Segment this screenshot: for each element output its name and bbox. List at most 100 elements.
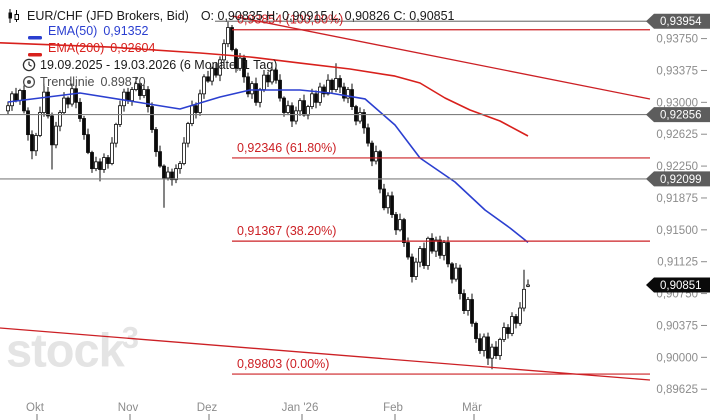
candle-body — [210, 67, 214, 82]
candle-body — [14, 93, 18, 102]
candle-body — [426, 237, 430, 266]
candle-body — [326, 79, 330, 95]
candle-body — [382, 188, 386, 209]
legend-item-trendline[interactable]: Trendlinie 0.89870 — [22, 75, 146, 89]
plot-area — [0, 21, 530, 370]
candle-body — [206, 76, 210, 82]
level-price-badge: 0,92856 — [646, 107, 710, 123]
trendline[interactable] — [0, 327, 651, 381]
candle-body — [10, 93, 14, 107]
candle-body — [506, 327, 510, 334]
candle-body — [398, 219, 402, 231]
candle-body — [70, 88, 74, 105]
trendline[interactable] — [231, 15, 651, 100]
price-axis-label[interactable]: 0,93000 — [656, 97, 698, 109]
candle-body — [318, 86, 322, 103]
candle-body — [378, 151, 382, 190]
month-label[interactable]: Dez — [197, 402, 218, 414]
ema50-line-swatch-icon — [28, 29, 42, 43]
candle-body — [66, 97, 70, 105]
candle-body — [406, 242, 410, 258]
candle-body — [246, 76, 250, 95]
trendline-label: Trendlinie — [40, 75, 95, 89]
fib-level-label: 0,93854 (100,00%) — [237, 13, 343, 27]
candle-body — [366, 127, 370, 144]
ohlc-readout: O: 0,90835 H: 0,90915 L: 0,90826 C: 0,90… — [200, 9, 455, 23]
candle-body — [122, 91, 126, 107]
candle-body — [314, 93, 318, 103]
price-axis-label[interactable]: 0,90375 — [656, 320, 698, 332]
candle-body — [514, 316, 518, 324]
month-label[interactable]: Okt — [26, 402, 45, 414]
legend-item-ema50[interactable]: EMA(50) 0,91352 — [28, 24, 149, 40]
candle-body — [394, 214, 398, 231]
candle-body — [250, 83, 254, 95]
badge-label: 0,90851 — [660, 280, 702, 292]
price-axis-label[interactable]: 0,89625 — [656, 384, 698, 396]
price-axis-label[interactable]: 0,91875 — [656, 193, 698, 205]
ema50-value: 0,91352 — [103, 24, 149, 38]
instrument-title: EUR/CHF (JFD Brokers, Bid) — [27, 9, 189, 23]
level-price-badge: 0,93954 — [646, 13, 710, 29]
badge-label: 0,92099 — [660, 174, 702, 186]
candle-body — [330, 79, 334, 90]
candle-body — [266, 74, 270, 83]
price-axis-label[interactable]: 0,92625 — [656, 129, 698, 141]
candle-body — [78, 101, 82, 119]
candle-body — [446, 242, 450, 265]
trendline-value: 0.89870 — [100, 75, 146, 89]
candle-body — [174, 168, 178, 181]
candle-body — [502, 327, 506, 340]
price-axis-label[interactable]: 0,91500 — [656, 225, 698, 237]
current-price-badge: 0,90851 — [646, 277, 710, 293]
candle-body — [438, 239, 442, 256]
candle-body — [234, 49, 238, 69]
candle-body — [362, 112, 366, 129]
candle-body — [154, 129, 158, 153]
candle-body — [470, 299, 474, 324]
badge-label: 0,92856 — [660, 110, 702, 122]
candle-body — [86, 134, 90, 153]
candle-body — [386, 195, 390, 209]
candle-body — [302, 100, 306, 116]
price-axis-label[interactable]: 0,92250 — [656, 161, 698, 173]
candle-body — [322, 86, 326, 95]
candle-body — [494, 346, 498, 357]
clock-icon — [22, 58, 36, 75]
month-label[interactable]: Jan '26 — [282, 402, 319, 414]
candle-body — [186, 123, 190, 144]
candle-body — [262, 74, 266, 90]
candle-body — [254, 83, 258, 103]
price-axis-label[interactable]: 0,91125 — [657, 257, 698, 269]
candle-body — [274, 69, 278, 81]
fib-level-label: 0,89803 (0.00%) — [237, 357, 329, 371]
price-axis-label[interactable]: 0,93375 — [656, 65, 698, 77]
candle-body — [126, 91, 130, 102]
candle-body — [38, 112, 42, 136]
candle-body — [518, 307, 522, 324]
candle-body — [454, 267, 458, 280]
price-axis-label[interactable]: 0,90000 — [656, 352, 698, 364]
fib-level-label: 0,92346 (61.80%) — [237, 141, 336, 155]
month-label[interactable]: Feb — [383, 402, 403, 414]
candle-body — [310, 93, 314, 107]
candle-body — [42, 91, 46, 113]
candle-body — [350, 89, 354, 107]
candle-body — [258, 89, 262, 103]
candle-body — [74, 88, 78, 103]
candle-body — [286, 105, 290, 113]
candle-body — [450, 263, 454, 280]
instrument-title-row: EUR/CHF (JFD Brokers, Bid) O: 0,90835 H: … — [8, 9, 455, 23]
month-label[interactable]: Nov — [118, 402, 139, 414]
price-axis-label[interactable]: 0,93750 — [656, 34, 698, 46]
candle-body — [342, 86, 346, 99]
month-label[interactable]: Mär — [462, 402, 482, 414]
candle-body — [54, 125, 58, 146]
candle-body — [442, 242, 446, 256]
stock3-watermark: stock3 — [6, 320, 139, 377]
candle-body — [138, 83, 142, 96]
legend-item-date-range[interactable]: 19.09.2025 - 19.03.2026 (6 Monate, 1 Tag… — [22, 58, 277, 72]
legend-item-ema200[interactable]: EMA(200) 0,92604 — [28, 41, 155, 57]
